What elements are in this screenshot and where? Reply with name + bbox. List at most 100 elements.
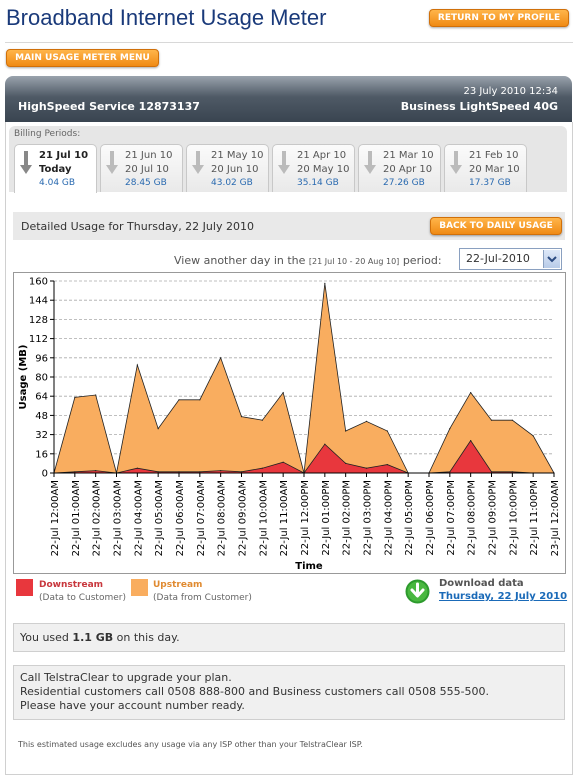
downstream-legend-sub: (Data to Customer) [39,593,126,603]
download-icon[interactable] [405,579,430,604]
billing-tab-4[interactable]: 21 Mar 10 20 Apr 10 27.26 GB [358,144,441,192]
x-tick-label: 22-Jul 05:00AM [154,480,165,556]
x-tick-label: 22-Jul 04:00PM [383,480,394,556]
data-point-upstream [345,430,347,432]
y-tick-label: 144 [29,296,48,307]
y-tick-label: 128 [29,315,48,326]
x-tick-label: 22-Jul 11:00PM [529,480,540,556]
y-tick-label: 0 [42,469,48,480]
data-point-downstream [178,471,180,473]
billing-tab-1[interactable]: 21 Jun 10 20 Jul 10 28.45 GB [100,144,183,192]
summary-prefix: You used [20,631,69,644]
x-tick-label: 22-Jul 12:00AM [50,480,61,556]
x-tick-label: 22-Jul 04:00AM [133,480,144,556]
billing-tab-end: 20 May 10 [297,164,350,175]
data-point-upstream [449,428,451,430]
y-tick-label: 16 [35,449,48,460]
billing-tab-end: Today [39,164,72,175]
back-to-daily-usage-button[interactable]: BACK TO DAILY USAGE [430,217,562,235]
x-tick-label: 22-Jul 06:00AM [175,480,186,556]
data-point-upstream [74,396,76,398]
upstream-legend-sub: (Data from Customer) [153,593,252,603]
current-datetime: 23 July 2010 12:34 [463,86,558,97]
y-tick-label: 48 [35,411,48,422]
billing-tab-end: 20 Mar 10 [469,164,520,175]
data-point-downstream [95,470,97,472]
download-data-link[interactable]: Thursday, 22 July 2010 [439,591,568,602]
billing-tab-usage: 17.37 GB [469,178,511,188]
upstream-legend-title: Upstream [153,580,203,590]
data-point-upstream [511,419,513,421]
chevron-down-icon[interactable] [543,250,560,268]
data-point-upstream [220,357,222,359]
y-tick-label: 80 [35,373,48,384]
data-point-upstream [386,430,388,432]
data-point-upstream [178,399,180,401]
billing-tab-2[interactable]: 21 May 10 20 Jun 10 43.02 GB [186,144,269,192]
date-select[interactable]: 22-Jul-2010 [459,248,562,270]
usage-chart: 0 16 32 48 64 80 96 112 128 144 160 22-Jul 12:00AM 2… [13,272,566,574]
x-tick-label: 22-Jul 12:00PM [300,480,311,556]
data-point-upstream [261,419,263,421]
down-arrow-icon [20,151,32,174]
down-arrow-icon [192,151,204,174]
return-to-profile-button[interactable]: RETURN TO MY PROFILE [429,9,569,27]
detail-title: Detailed Usage for Thursday, 22 July 201… [21,220,254,233]
data-point-downstream [261,467,263,469]
billing-tab-3[interactable]: 21 Apr 10 20 May 10 35.14 GB [272,144,355,192]
data-point-upstream [282,392,284,394]
data-point-downstream [282,461,284,463]
billing-tab-start: 21 Mar 10 [383,150,434,161]
summary-suffix: on this day. [116,631,180,644]
x-tick-label: 22-Jul 09:00PM [488,480,499,556]
billing-tab-start: 21 Jul 10 [39,150,89,161]
x-tick-label: 22-Jul 02:00PM [342,480,353,556]
data-point-upstream [199,399,201,401]
x-tick-label: 22-Jul 01:00PM [321,480,332,556]
down-arrow-icon [278,151,290,174]
billing-tab-usage: 35.14 GB [297,178,339,188]
x-tick-label: 23-Jul 12:00AM [550,480,561,556]
data-point-upstream [136,364,138,366]
view-range: [21 Jul 10 - 20 Aug 10] [308,257,400,266]
down-arrow-icon [364,151,376,174]
x-tick-label: 22-Jul 02:00AM [92,480,103,556]
summary-amount: 1.1 GB [72,631,114,644]
content-frame [5,122,573,775]
account-banner: 23 July 2010 12:34 HighSpeed Service 128… [5,76,572,122]
data-point-upstream [470,392,472,394]
x-tick-label: 22-Jul 07:00AM [196,480,207,556]
data-point-downstream [345,462,347,464]
data-point-upstream [365,420,368,422]
billing-tab-0[interactable]: 21 Jul 10 Today 4.04 GB [14,144,97,193]
data-point-downstream [511,471,513,473]
y-tick-label: 112 [29,334,48,345]
x-tick-label: 22-Jul 03:00PM [363,480,374,556]
service-id: HighSpeed Service 12873137 [18,100,200,113]
contact-line-2: Residential customers call 0508 888-800 … [20,685,490,698]
x-tick-label: 22-Jul 06:00PM [425,480,436,556]
billing-tab-start: 21 May 10 [211,150,264,161]
data-point-downstream [136,467,138,469]
data-point-downstream [220,470,222,472]
data-point-downstream [365,467,368,469]
x-tick-label: 22-Jul 03:00AM [113,480,124,556]
contact-line-3: Please have your account number ready. [20,699,245,712]
series-area-downstream [53,439,554,474]
contact-text: Call TelstraClear to upgrade your plan. … [20,671,489,713]
data-point-downstream [74,471,76,473]
contact-line-1: Call TelstraClear to upgrade your plan. [20,671,232,684]
billing-tab-usage: 27.26 GB [383,178,425,188]
upstream-legend-swatch [131,579,148,596]
downstream-legend-swatch [16,579,33,596]
view-another-day-text: View another day in the [21 Jul 10 - 20 … [174,254,442,267]
billing-tab-end: 20 Jul 10 [125,164,169,175]
y-tick-label: 96 [35,353,48,364]
view-prefix: View another day in the [174,254,306,267]
x-tick-label: 22-Jul 08:00AM [217,480,228,556]
billing-tab-5[interactable]: 21 Feb 10 20 Mar 10 17.37 GB [444,144,527,192]
date-select-value: 22-Jul-2010 [466,252,530,265]
main-usage-meter-menu-button[interactable]: MAIN USAGE METER MENU [6,49,159,67]
header-divider [5,42,573,43]
billing-tab-usage: 43.02 GB [211,178,253,188]
